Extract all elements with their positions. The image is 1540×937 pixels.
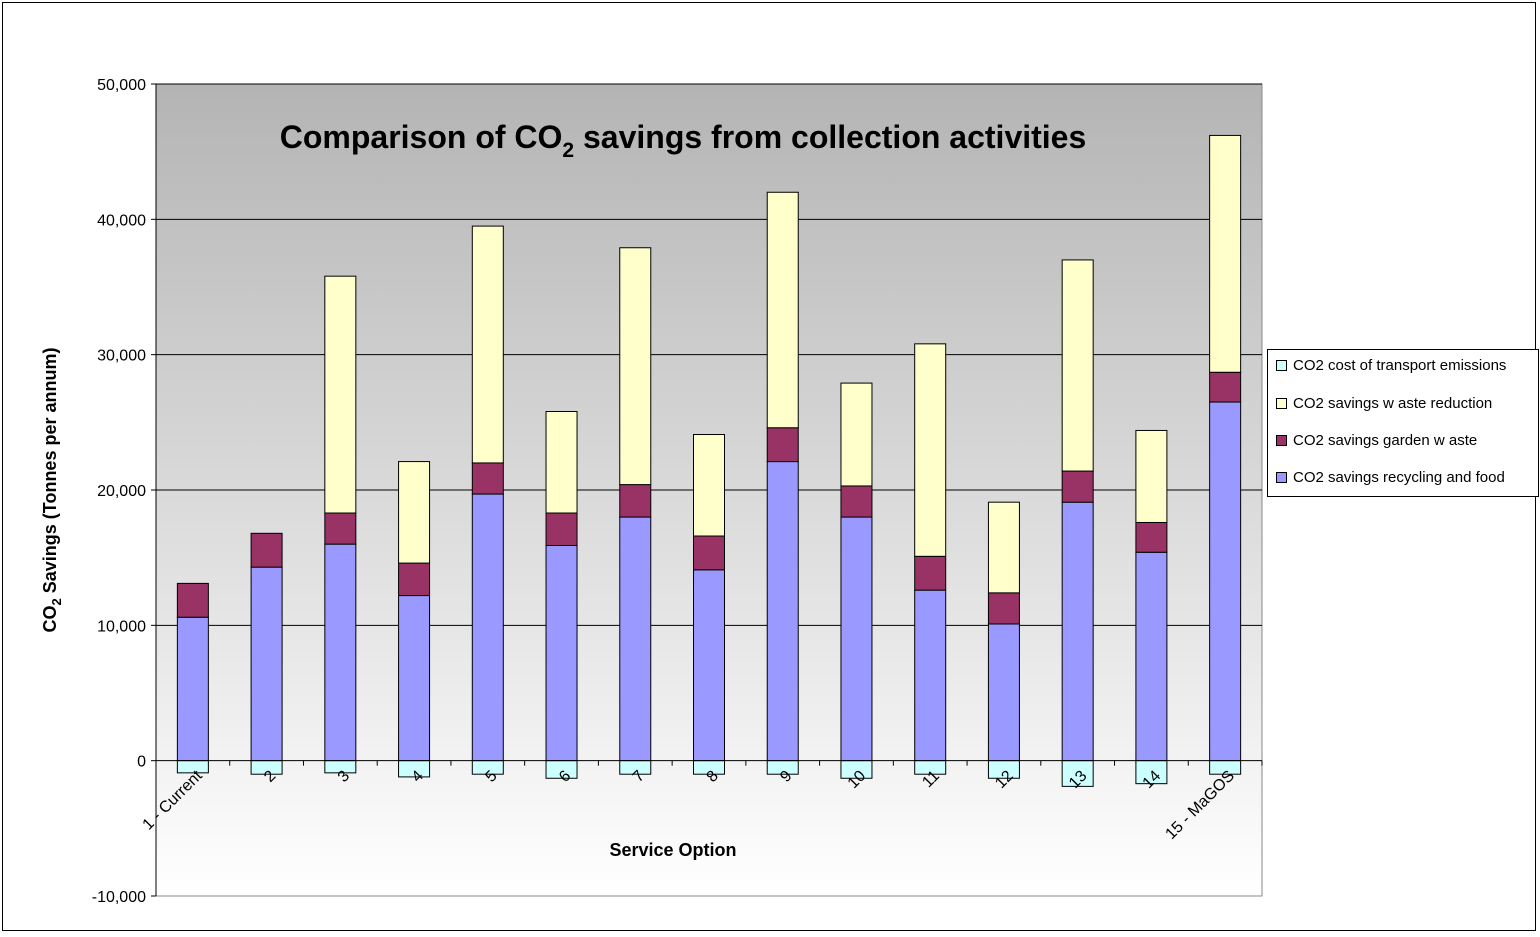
legend-label: CO2 savings recycling and food	[1293, 468, 1505, 486]
bar-segment	[324, 275, 357, 514]
bar-segment	[250, 566, 283, 762]
legend: CO2 cost of transport emissions CO2 savin…	[1267, 349, 1539, 497]
bar-segment	[766, 191, 799, 429]
bar-segment	[324, 543, 357, 762]
bar-segment	[693, 569, 725, 762]
bar-segment	[176, 616, 209, 762]
legend-item: CO2 savings w aste reduction	[1276, 393, 1492, 413]
axes	[151, 83, 1263, 897]
legend-label: CO2 savings w aste reduction	[1293, 394, 1493, 412]
bar-segment	[1135, 521, 1168, 553]
y-tick-label: 0	[137, 754, 146, 771]
bar-segment	[471, 493, 504, 762]
x-axis-title: Service Option	[609, 840, 736, 860]
bar-segment	[1209, 371, 1242, 403]
bar-segment	[1209, 401, 1242, 762]
bar-segment	[987, 623, 1020, 762]
bar-segment	[1061, 470, 1094, 503]
bar-segment	[1061, 259, 1094, 472]
bar-segment	[693, 535, 725, 571]
bar-segment	[914, 589, 947, 762]
bar-segment	[693, 434, 725, 537]
y-axis-title: CO2 Savings (Tonnes per annum)	[40, 348, 64, 633]
bar-segment	[176, 582, 209, 618]
legend-swatch	[1276, 434, 1287, 446]
y-tick-label: 20,000	[97, 483, 146, 500]
y-tick-label: 30,000	[97, 348, 146, 365]
legend-swatch	[1276, 471, 1287, 483]
bar-segment	[545, 512, 578, 546]
chart-title: Comparison of CO2 savings from collectio…	[280, 119, 1087, 162]
legend-label: CO2 savings garden w aste	[1293, 431, 1478, 449]
bar-segment	[545, 544, 578, 762]
bar-segment	[619, 516, 652, 762]
bar-segment	[398, 595, 431, 762]
y-tick-label: -10,000	[92, 889, 146, 906]
bar-segment	[914, 555, 947, 591]
bar-segment	[545, 411, 578, 514]
legend-item: CO2 cost of transport emissions	[1276, 355, 1506, 375]
bar-segment	[840, 485, 873, 518]
y-tick-label: 40,000	[97, 212, 146, 229]
bars	[176, 134, 1242, 787]
bar-segment	[840, 382, 873, 487]
bar-segment	[987, 592, 1020, 625]
legend-swatch	[1276, 397, 1287, 409]
bar-segment	[398, 461, 431, 564]
bar-segment	[619, 247, 652, 486]
y-tick-labels: -10,000 0 10,000 20,000 30,000 40,000 50,000	[92, 77, 146, 906]
bar-segment	[766, 461, 799, 762]
bar-segment	[1061, 501, 1094, 762]
bar-segment	[914, 343, 947, 557]
y-tick-label: 50,000	[97, 77, 146, 94]
y-tick-label: 10,000	[97, 618, 146, 635]
bar-segment	[840, 516, 873, 762]
legend-item: CO2 savings recycling and food	[1276, 467, 1505, 487]
legend-swatch	[1276, 359, 1287, 371]
legend-item: CO2 savings garden w aste	[1276, 430, 1477, 450]
bar-segment	[398, 562, 431, 597]
legend-label: CO2 cost of transport emissions	[1293, 356, 1507, 374]
bar-segment	[324, 512, 357, 545]
bar-segment	[1135, 551, 1168, 762]
bar-segment	[471, 225, 504, 464]
bar-segment	[1209, 134, 1242, 373]
bar-segment	[471, 462, 504, 495]
bar-segment	[987, 501, 1020, 594]
bar-segment-transport	[1061, 760, 1094, 787]
bar-segment	[619, 484, 652, 518]
bar-segment	[250, 532, 283, 568]
bar-segment	[1135, 429, 1168, 523]
bar-segment	[766, 427, 799, 463]
